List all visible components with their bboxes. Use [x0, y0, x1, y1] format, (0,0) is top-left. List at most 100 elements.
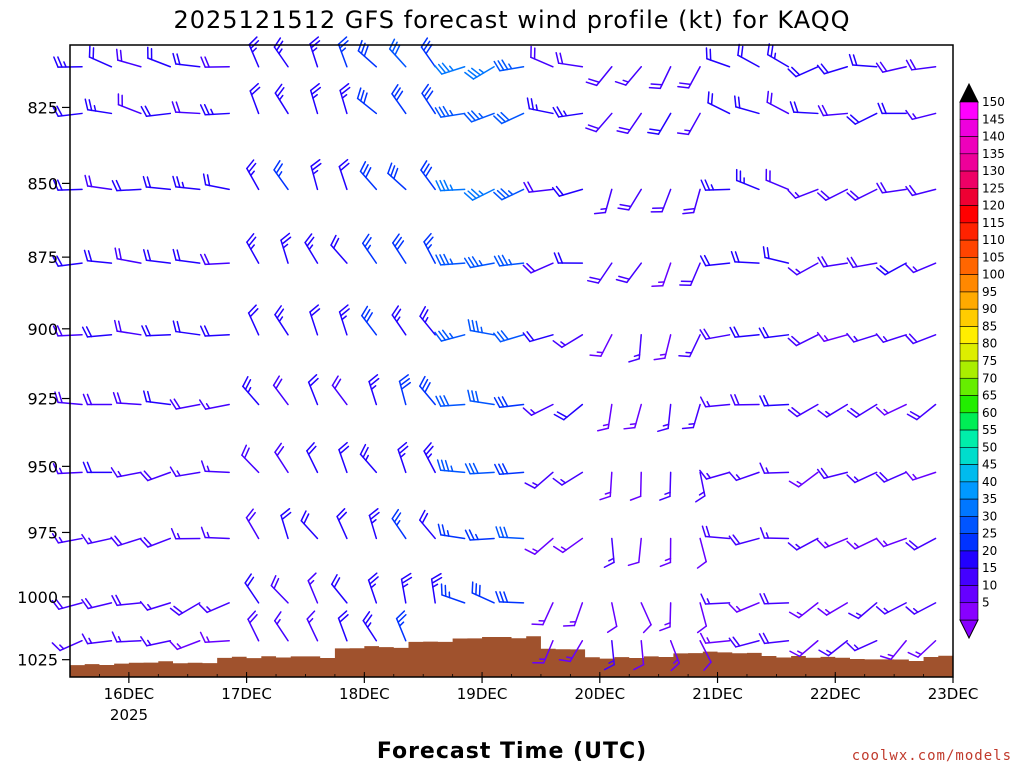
x-tick-label: 23DEC: [928, 685, 979, 703]
colorbar-label: 85: [982, 319, 997, 333]
wind-barb: [623, 403, 642, 430]
wind-barb: [875, 61, 907, 73]
colorbar-segment: [959, 308, 979, 327]
wind-barb: [659, 602, 672, 632]
wind-barb: [787, 334, 819, 347]
wind-barb: [200, 460, 230, 474]
wind-barb: [423, 232, 436, 264]
wind-barb: [879, 639, 907, 661]
colorbar-segment: [959, 481, 979, 500]
wind-barb: [875, 471, 907, 483]
wind-barb: [695, 471, 706, 503]
wind-barb: [172, 320, 201, 336]
wind-barb: [246, 233, 260, 264]
colorbar-label: 75: [982, 354, 997, 368]
wind-barb: [392, 233, 407, 264]
wind-barb: [729, 326, 760, 338]
colorbar-label: 115: [982, 216, 1005, 230]
wind-barb: [387, 162, 407, 191]
wind-barb: [111, 594, 142, 607]
wind-barb: [787, 188, 819, 199]
wind-barb: [306, 442, 319, 474]
wind-barb: [905, 333, 937, 345]
wind-barb: [430, 572, 443, 604]
wind-barb: [678, 334, 701, 358]
wind-barb: [397, 441, 409, 474]
colorbar-label: 125: [982, 181, 1005, 195]
colorbar-segment: [959, 326, 979, 345]
wind-barb: [705, 47, 731, 68]
colorbar-segment: [959, 136, 979, 155]
wind-barb: [555, 51, 584, 68]
colorbar-segment: [959, 360, 979, 379]
wind-barb: [359, 160, 378, 191]
wind-barb: [523, 181, 554, 193]
wind-barb: [198, 602, 230, 614]
wind-barb: [172, 175, 201, 191]
wind-barb: [200, 56, 230, 68]
colorbar-segment: [959, 188, 979, 206]
colorbar-segment: [959, 550, 979, 569]
wind-barb: [522, 403, 554, 416]
x-axis: 16DEC 17DEC 18DEC 19DEC 20DEC 21DEC 22DEC 23DEC: [69, 672, 979, 703]
wind-barb: [653, 334, 672, 361]
wind-barb: [493, 330, 525, 343]
wind-barb: [304, 233, 319, 264]
wind-barb: [395, 610, 407, 642]
wind-barb: [766, 90, 790, 115]
wind-barb: [272, 375, 289, 406]
wind-barb: [495, 590, 525, 604]
wind-barb: [676, 112, 701, 136]
wind-barb: [82, 461, 113, 474]
wind-barb: [615, 262, 642, 284]
colorbar-segment: [959, 170, 979, 189]
colorbar-segment: [959, 533, 979, 552]
wind-barb: [603, 639, 615, 671]
wind-barb: [274, 83, 289, 115]
wind-barb: [464, 462, 495, 475]
wind-barb: [526, 97, 554, 115]
wind-barb: [199, 631, 230, 643]
colorbar-segment: [959, 205, 979, 224]
colorbar-segment: [959, 429, 979, 448]
x-year-label: 2025: [110, 706, 148, 724]
wind-barb: [400, 572, 413, 604]
wind-barb: [905, 109, 937, 121]
wind-barb: [435, 179, 466, 192]
y-tick-label: 975: [27, 523, 58, 542]
y-tick-label: 950: [27, 457, 58, 476]
wind-barb: [701, 525, 731, 540]
wind-barb: [142, 175, 172, 191]
wind-barb: [493, 188, 525, 201]
x-tick-label: 19DEC: [457, 685, 508, 703]
wind-barb: [141, 325, 172, 337]
wind-barb: [398, 374, 412, 406]
wind-barb: [699, 632, 731, 644]
wind-barb: [817, 104, 849, 117]
wind-barb: [905, 470, 937, 481]
wind-barb: [306, 610, 319, 642]
wind-barb: [494, 463, 525, 475]
colorbar-label: 100: [982, 268, 1005, 282]
wind-barb: [493, 111, 525, 125]
colorbar-segment: [959, 464, 979, 483]
wind-barb: [419, 375, 436, 406]
wind-barb: [816, 467, 849, 479]
wind-barb: [730, 250, 760, 264]
wind-barb: [242, 376, 260, 406]
wind-barb: [681, 403, 701, 430]
wind-barb: [331, 375, 348, 406]
wind-barb: [531, 602, 554, 626]
y-tick-label: 875: [27, 248, 58, 267]
wind-barb: [700, 179, 731, 191]
wind-barb: [493, 396, 525, 409]
wind-barb: [707, 91, 731, 115]
wind-barb: [140, 105, 172, 117]
wind-barb: [730, 394, 760, 406]
wind-barb: [199, 253, 230, 266]
wind-barb: [140, 636, 172, 647]
wind-barb: [617, 188, 642, 211]
wind-barb: [728, 602, 760, 613]
colorbar-segment: [959, 118, 979, 137]
